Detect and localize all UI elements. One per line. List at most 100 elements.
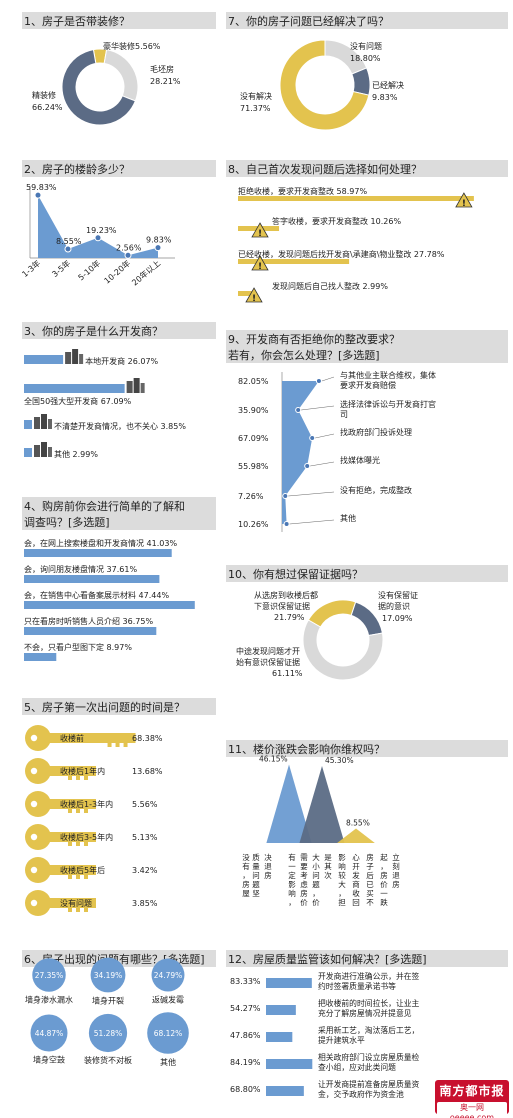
q3-label-2: 不清楚开发商情况，也不关心 3.85% [54, 421, 186, 431]
q9-leader-3 [310, 461, 335, 467]
q5-key-4-bow [25, 857, 51, 883]
q10-label-2: 中途发现问题才开 [236, 646, 300, 656]
q10-label-1: 没有保留证 [378, 590, 418, 600]
q12-bar-0 [266, 978, 312, 988]
q6-bubble-5 [147, 1012, 189, 1054]
q5-key-4-shaft [46, 865, 96, 875]
q11-label-1: 定 [288, 870, 296, 880]
q10-label-0: 下意识保留证据 [254, 601, 310, 611]
q11-label-2: 响 [338, 861, 346, 871]
q5-value-3: 5.13% [132, 833, 158, 842]
q3-building-icon-1 [126, 378, 145, 393]
q4-title-bg [22, 497, 216, 514]
newspaper-logo: 南方都市报 奥一网 oeeee.com [435, 1080, 509, 1118]
q3-building-icon-1-part [126, 381, 133, 393]
q8-warning-icon-3 [245, 287, 263, 303]
q5-key-0-tooth [115, 742, 120, 747]
q11-label-2: 不 [366, 898, 374, 907]
q11-label-0: 屋 [242, 889, 250, 898]
q11-label-2: 已 [366, 880, 374, 889]
q5-value-2: 5.56% [132, 800, 158, 809]
q11-label-2: 房 [392, 879, 400, 889]
q11-label-2: 买 [366, 889, 374, 898]
q10-label-2: 始有意识保留证据 [236, 657, 300, 667]
q5-key-3-shaft [46, 832, 96, 842]
q9-label-2: 找政府部门投诉处理 [340, 427, 412, 437]
q6-bubble-0 [32, 958, 66, 992]
q6-value-4: 51.28% [94, 1029, 123, 1038]
q11-label-1: 要 [300, 862, 308, 871]
q8-warning-icon-2-mark: ! [258, 262, 262, 272]
q9-leader-5 [289, 519, 335, 525]
q7-label-1: 已经解决 [372, 80, 404, 90]
logo-brand: 南方都市报 [439, 1084, 505, 1098]
q12-label-4: 让开发商提前准备房屋质量资 [318, 1079, 420, 1089]
q3-building-icon-2-part [34, 417, 40, 429]
q3-label-0: 本地开发商 26.07% [85, 356, 158, 366]
q5-key-2-hole [30, 800, 38, 808]
q5-label-1: 收楼后1年内 [60, 766, 105, 776]
q11-label-1: 小 [312, 862, 320, 871]
q2-cat-3: 10-20年 [102, 258, 132, 286]
q5-key-5-tooth [84, 907, 88, 912]
q12-label-4: 金，交予政府作为资金池 [318, 1089, 404, 1099]
q3-bar-1 [24, 384, 125, 393]
q11-triangle-0 [266, 764, 312, 843]
q12-label-2: 采用新工艺，淘汰落后工艺， [318, 1025, 419, 1035]
q2-value-1: 8.55% [56, 237, 82, 246]
q4-label-4: 不会，只看户型图下定 8.97% [24, 642, 132, 652]
q11-label-2: 一 [380, 889, 388, 898]
q4-title: 4、购房前你会进行简单的了解和 [24, 499, 185, 513]
q9-label-5: 其他 [340, 513, 356, 523]
q5-key-2-bow [25, 791, 51, 817]
q11-label-1: 是 [324, 853, 332, 862]
q12-bar-3 [266, 1059, 313, 1069]
q4-title-2: 调查吗？[多选题] [24, 515, 110, 529]
q11-label-2: 回 [352, 898, 360, 907]
q11-label-2: 退 [392, 871, 400, 880]
q2-cat-4: 20年以上 [130, 258, 163, 288]
q9-leader-0 [321, 376, 335, 382]
q4-label-0: 会，在网上搜索楼盘和开发商情况 41.03% [24, 538, 177, 548]
q5-key-0-hole [30, 734, 38, 742]
q11-label-1: 其 [324, 862, 332, 871]
q12-label-2: 提升建筑水平 [318, 1035, 365, 1045]
q11-label-1: ， [312, 889, 320, 898]
q6-label-1: 墙身开裂 [92, 995, 124, 1005]
q8-warning-icon-0 [455, 192, 473, 208]
q11-label-2: 价 [380, 880, 388, 889]
q11-label-2: 收 [352, 888, 360, 898]
q6-bubble-2 [151, 958, 185, 992]
q3-building-icon-3-part [41, 442, 47, 457]
q3-bar-3 [24, 448, 32, 457]
q6-bubble-3 [30, 1014, 68, 1052]
q12-label-1: 充分了解房屋情况并提意见 [318, 1008, 412, 1018]
q5-title-bg [22, 698, 216, 715]
q11-label-2: 子 [366, 862, 374, 871]
q5-label-0: 收楼前 [60, 733, 84, 743]
q9-point-2 [309, 435, 316, 441]
q5-key-4-tooth [76, 874, 80, 879]
q12-label-3: 相关政府部门设立房屋质量检 [318, 1052, 420, 1062]
q11-label-1: 响 [288, 888, 296, 898]
q11-label-1: 一 [288, 862, 296, 871]
q10-donut-slice-2 [302, 619, 384, 681]
q9-leader-4 [288, 491, 335, 497]
q9-label-0: 与其他业主联合维权，集体 [340, 370, 436, 380]
q9-leader-1 [301, 405, 335, 411]
q6-value-2: 24.79% [154, 971, 183, 980]
q2-point-2 [94, 234, 102, 242]
q5-key-2-tooth [76, 808, 80, 813]
q11-label-0: 坚 [252, 889, 260, 898]
q6-value-1: 34.19% [94, 971, 123, 980]
q6-label-0: 墙身渗水漏水 [25, 995, 73, 1005]
q9-title-2-bg [226, 346, 508, 363]
q9-point-0 [315, 378, 322, 384]
q5-key-1-shaft [46, 766, 96, 776]
q8-label-0: 拒绝收楼，要求开发商整改 58.97% [238, 186, 367, 196]
q5-label-5: 没有问题 [60, 898, 92, 908]
q9-point-5 [283, 521, 290, 527]
q10-title: 10、你有想过保留证据吗？ [228, 567, 363, 581]
q3-title-bg [22, 322, 216, 339]
